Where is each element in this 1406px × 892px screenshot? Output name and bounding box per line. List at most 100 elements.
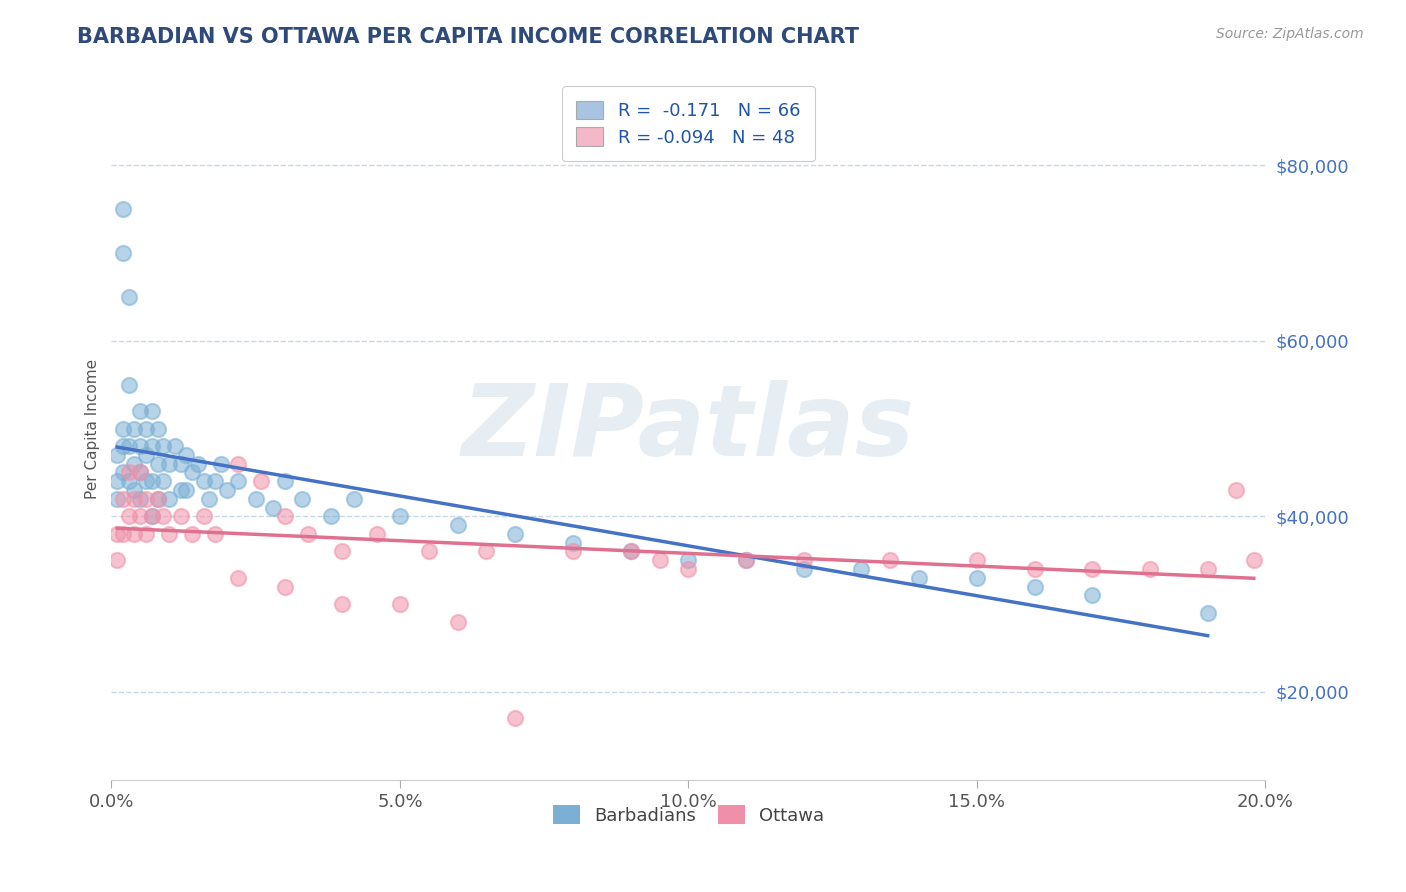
Point bbox=[620, 544, 643, 558]
Point bbox=[193, 509, 215, 524]
Point bbox=[129, 439, 152, 453]
Point bbox=[908, 571, 931, 585]
Point bbox=[735, 553, 758, 567]
Point bbox=[129, 466, 152, 480]
Point bbox=[330, 544, 353, 558]
Point bbox=[1225, 483, 1247, 497]
Point bbox=[678, 553, 700, 567]
Point bbox=[735, 553, 758, 567]
Point bbox=[105, 474, 128, 488]
Point bbox=[111, 526, 134, 541]
Point bbox=[163, 439, 186, 453]
Point bbox=[648, 553, 671, 567]
Point bbox=[297, 526, 319, 541]
Point bbox=[111, 421, 134, 435]
Point bbox=[215, 483, 238, 497]
Point bbox=[135, 448, 157, 462]
Point bbox=[111, 246, 134, 260]
Point bbox=[124, 526, 146, 541]
Point bbox=[678, 562, 700, 576]
Point bbox=[118, 474, 141, 488]
Point bbox=[129, 509, 152, 524]
Point bbox=[146, 491, 169, 506]
Point bbox=[1024, 580, 1046, 594]
Point bbox=[366, 526, 388, 541]
Point bbox=[273, 509, 295, 524]
Legend: Barbadians, Ottawa: Barbadians, Ottawa bbox=[544, 797, 834, 834]
Point bbox=[152, 439, 174, 453]
Point bbox=[118, 509, 141, 524]
Point bbox=[124, 457, 146, 471]
Point bbox=[388, 509, 411, 524]
Point bbox=[118, 377, 141, 392]
Point bbox=[228, 474, 250, 488]
Point bbox=[169, 457, 191, 471]
Point bbox=[262, 500, 284, 515]
Point bbox=[475, 544, 498, 558]
Point bbox=[135, 491, 157, 506]
Point bbox=[135, 474, 157, 488]
Point bbox=[793, 562, 815, 576]
Point bbox=[157, 457, 180, 471]
Point bbox=[141, 509, 163, 524]
Point bbox=[146, 421, 169, 435]
Point bbox=[141, 439, 163, 453]
Point bbox=[562, 535, 585, 549]
Point bbox=[111, 491, 134, 506]
Point bbox=[1197, 606, 1219, 620]
Point bbox=[879, 553, 901, 567]
Point bbox=[319, 509, 342, 524]
Point bbox=[209, 457, 232, 471]
Point bbox=[204, 474, 226, 488]
Point bbox=[105, 526, 128, 541]
Point bbox=[146, 457, 169, 471]
Point bbox=[169, 483, 191, 497]
Point bbox=[1081, 562, 1104, 576]
Point bbox=[157, 491, 180, 506]
Point bbox=[851, 562, 873, 576]
Point bbox=[152, 509, 174, 524]
Point bbox=[129, 466, 152, 480]
Text: ZIPatlas: ZIPatlas bbox=[461, 380, 915, 477]
Point bbox=[503, 711, 526, 725]
Point bbox=[111, 466, 134, 480]
Text: BARBADIAN VS OTTAWA PER CAPITA INCOME CORRELATION CHART: BARBADIAN VS OTTAWA PER CAPITA INCOME CO… bbox=[77, 27, 859, 46]
Point bbox=[343, 491, 366, 506]
Point bbox=[793, 553, 815, 567]
Point bbox=[228, 571, 250, 585]
Point bbox=[1081, 588, 1104, 602]
Point bbox=[245, 491, 267, 506]
Point bbox=[620, 544, 643, 558]
Point bbox=[966, 571, 988, 585]
Point bbox=[388, 597, 411, 611]
Point bbox=[1243, 553, 1265, 567]
Point bbox=[291, 491, 314, 506]
Point bbox=[135, 526, 157, 541]
Point bbox=[118, 439, 141, 453]
Point bbox=[198, 491, 221, 506]
Point bbox=[176, 448, 198, 462]
Point bbox=[273, 474, 295, 488]
Point bbox=[273, 580, 295, 594]
Point bbox=[105, 491, 128, 506]
Point bbox=[141, 404, 163, 418]
Point bbox=[157, 526, 180, 541]
Point bbox=[105, 553, 128, 567]
Text: Source: ZipAtlas.com: Source: ZipAtlas.com bbox=[1216, 27, 1364, 41]
Point bbox=[129, 404, 152, 418]
Point bbox=[330, 597, 353, 611]
Point bbox=[141, 509, 163, 524]
Point bbox=[966, 553, 988, 567]
Point bbox=[169, 509, 191, 524]
Point bbox=[124, 421, 146, 435]
Point bbox=[446, 518, 468, 533]
Point bbox=[152, 474, 174, 488]
Point bbox=[1139, 562, 1161, 576]
Point bbox=[193, 474, 215, 488]
Point bbox=[129, 491, 152, 506]
Point bbox=[135, 421, 157, 435]
Point bbox=[118, 290, 141, 304]
Point bbox=[111, 439, 134, 453]
Point bbox=[1197, 562, 1219, 576]
Point bbox=[250, 474, 273, 488]
